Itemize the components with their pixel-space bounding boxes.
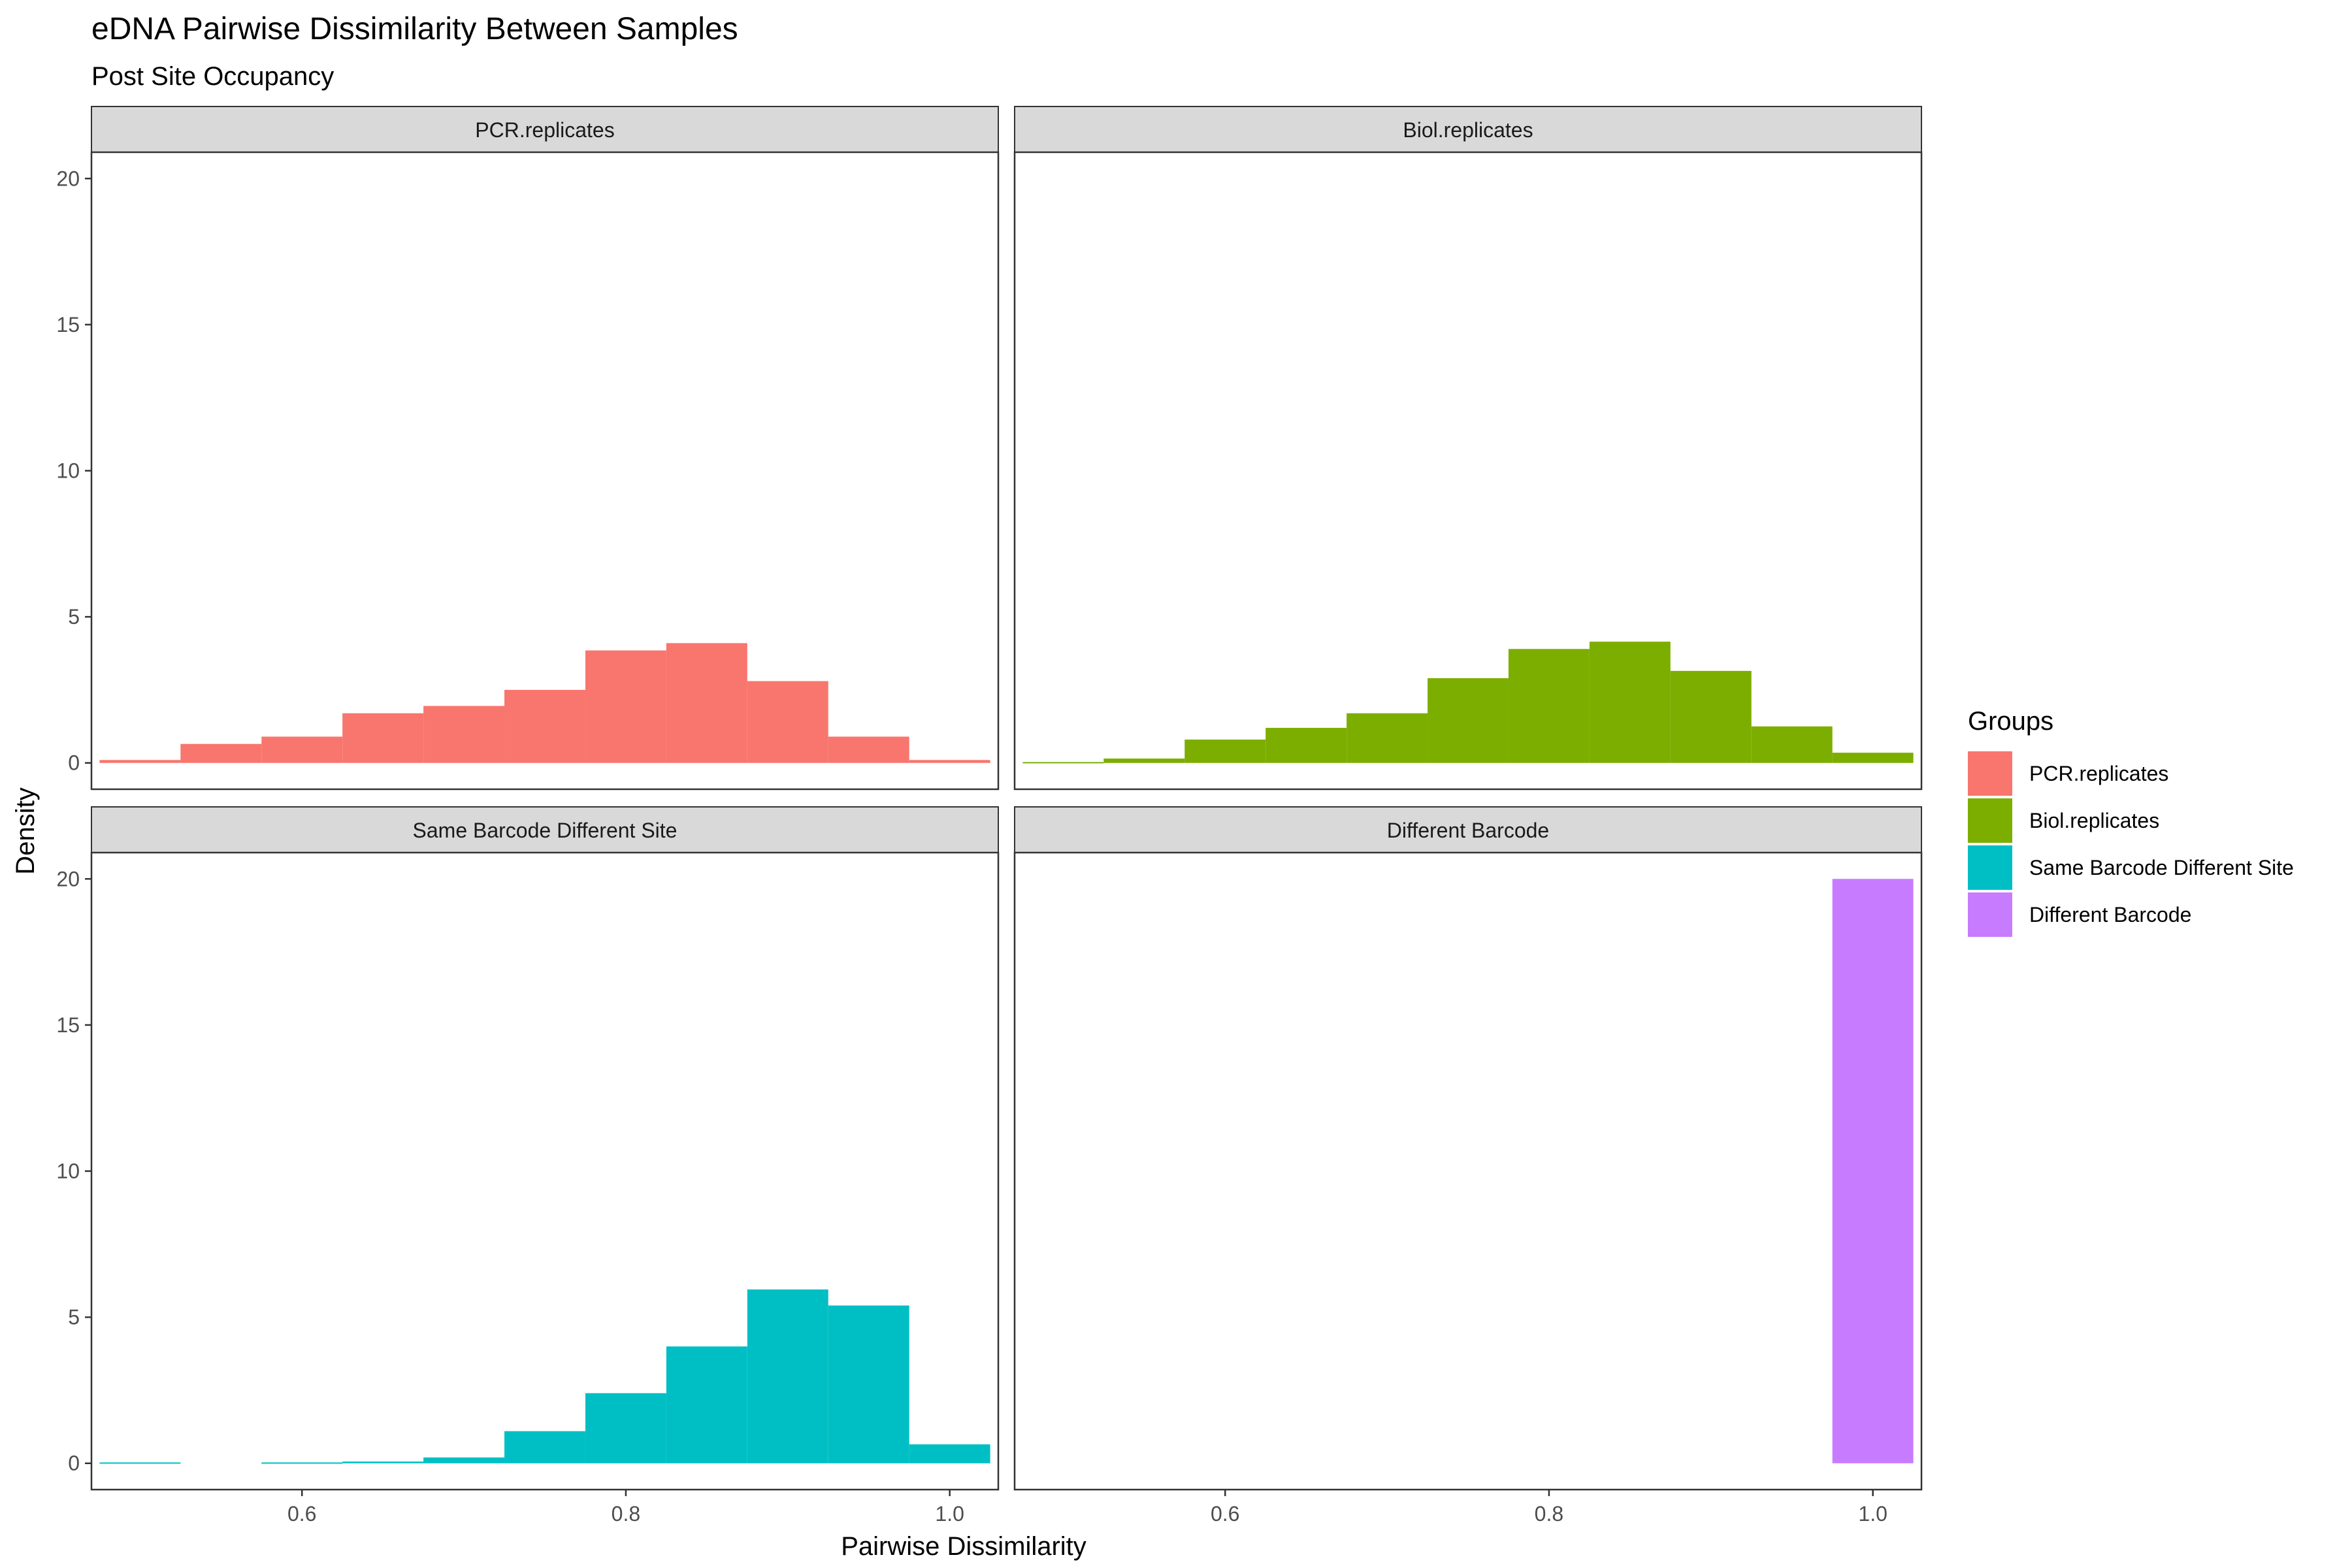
plot-background bbox=[91, 152, 998, 789]
histogram-bar bbox=[747, 681, 828, 763]
legend-swatch bbox=[1968, 892, 2012, 937]
x-tick-label: 1.0 bbox=[1858, 1502, 1887, 1526]
facet-strip-label: Same Barcode Different Site bbox=[413, 819, 678, 842]
y-tick-label: 0 bbox=[68, 1452, 80, 1475]
facet-strip-label: PCR.replicates bbox=[475, 118, 614, 142]
y-tick-label: 10 bbox=[56, 1160, 80, 1183]
histogram-bar bbox=[423, 1457, 505, 1463]
y-tick-label: 0 bbox=[68, 751, 80, 775]
histogram-bar bbox=[828, 1305, 909, 1463]
histogram-bar bbox=[261, 736, 343, 763]
x-tick-label: 0.8 bbox=[612, 1502, 640, 1526]
legend-swatch bbox=[1968, 751, 2012, 796]
y-tick-label: 20 bbox=[56, 867, 80, 890]
x-tick-label: 0.8 bbox=[1535, 1502, 1563, 1526]
facet-strip-label: Biol.replicates bbox=[1403, 118, 1533, 142]
panel-border bbox=[1013, 151, 1923, 791]
y-tick-label: 5 bbox=[68, 605, 80, 629]
y-tick-label: 5 bbox=[68, 1305, 80, 1329]
histogram-bar bbox=[666, 1346, 747, 1463]
histogram-bar bbox=[1508, 649, 1590, 763]
facet-strip bbox=[1014, 806, 1922, 853]
facet-strip bbox=[91, 806, 999, 853]
histogram-bar bbox=[1832, 753, 1914, 763]
histogram-bar bbox=[828, 736, 909, 763]
histogram-bar bbox=[1184, 739, 1266, 763]
histogram-bar bbox=[423, 706, 505, 763]
histogram-bar bbox=[1670, 670, 1752, 763]
histogram-bar bbox=[342, 1462, 424, 1463]
facet-strip bbox=[91, 106, 999, 153]
histogram-bar bbox=[504, 1431, 585, 1463]
chart-title: eDNA Pairwise Dissimilarity Between Samp… bbox=[91, 12, 738, 46]
histogram-bar bbox=[1832, 879, 1914, 1463]
facet-strip bbox=[1014, 106, 1922, 153]
histogram-bar bbox=[747, 1289, 828, 1463]
histogram-bar bbox=[585, 1393, 666, 1463]
y-tick-label: 10 bbox=[56, 459, 80, 483]
legend-item-label: PCR.replicates bbox=[2029, 762, 2168, 785]
facet-panel-4: Different Barcode 0.6 0.8 1.0 bbox=[1013, 806, 1923, 1526]
facet-panel-1: PCR.replicates 0 5 10 15 20 bbox=[56, 106, 1000, 791]
histogram-bar bbox=[1103, 759, 1185, 763]
histogram-bar bbox=[504, 689, 585, 763]
histogram-bar bbox=[1266, 728, 1347, 763]
histogram-bar bbox=[1751, 726, 1833, 763]
legend-item-label: Biol.replicates bbox=[2029, 809, 2159, 832]
histogram-bar bbox=[666, 643, 747, 763]
legend-item-label: Different Barcode bbox=[2029, 903, 2191, 926]
legend-swatch bbox=[1968, 845, 2012, 890]
y-tick-label: 20 bbox=[56, 167, 80, 190]
panel-border bbox=[1013, 851, 1923, 1491]
x-tick-label: 1.0 bbox=[935, 1502, 964, 1526]
facet-panels: PCR.replicates 0 5 10 15 20 Biol.replicates Sam… bbox=[56, 106, 1923, 1526]
facet-panel-2: Biol.replicates bbox=[1013, 106, 1923, 791]
histogram-bar bbox=[909, 760, 990, 763]
histogram-bar bbox=[585, 650, 666, 763]
legend-swatch bbox=[1968, 798, 2012, 843]
histogram-bar bbox=[1347, 713, 1428, 763]
x-axis-label: Pairwise Dissimilarity bbox=[841, 1532, 1086, 1561]
x-tick-label: 0.6 bbox=[1211, 1502, 1239, 1526]
histogram-bar bbox=[261, 1462, 343, 1464]
y-tick-label: 15 bbox=[56, 313, 80, 336]
y-tick-label: 15 bbox=[56, 1013, 80, 1037]
facet-panel-3: Same Barcode Different Site 0 5 10 15 20 0.6 0.… bbox=[56, 806, 1000, 1526]
histogram-bar bbox=[1428, 678, 1509, 763]
histogram-bar bbox=[99, 1462, 181, 1464]
histogram-bar bbox=[342, 713, 424, 763]
histogram-bar bbox=[99, 760, 181, 763]
facet-strip-label: Different Barcode bbox=[1387, 819, 1549, 842]
y-axis-label: Density bbox=[11, 787, 40, 874]
x-tick-label: 0.6 bbox=[287, 1502, 316, 1526]
histogram-bar bbox=[1022, 762, 1104, 764]
chart-subtitle: Post Site Occupancy bbox=[91, 62, 334, 91]
legend-item-label: Same Barcode Different Site bbox=[2029, 856, 2294, 879]
histogram-bar bbox=[180, 743, 262, 763]
legend: Groups PCR.replicates Biol.replicates Same… bbox=[1968, 707, 2294, 937]
histogram-bar bbox=[1589, 642, 1671, 763]
histogram-bar bbox=[909, 1444, 990, 1463]
legend-title: Groups bbox=[1968, 707, 2053, 736]
plot-background bbox=[1015, 853, 1921, 1490]
